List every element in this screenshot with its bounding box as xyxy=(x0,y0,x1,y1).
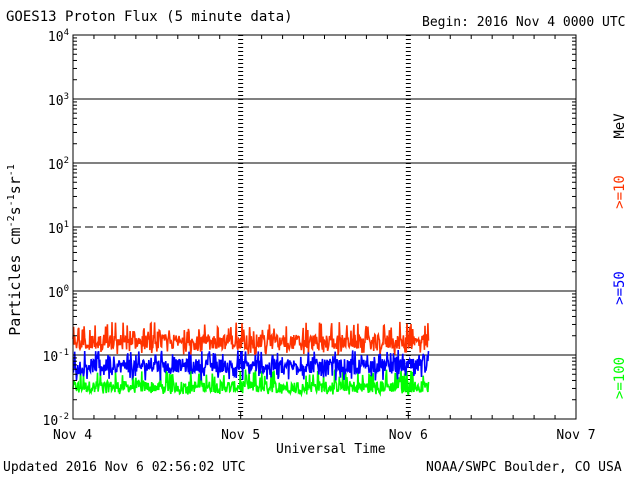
chart-title: GOES13 Proton Flux (5 minute data) xyxy=(6,9,293,25)
x-tick-label: Nov 5 xyxy=(221,428,260,443)
grid-layer xyxy=(73,35,576,419)
series-50mev xyxy=(72,349,430,381)
y-tick-label: 104 xyxy=(48,28,69,45)
tick-layer: 10-2 10-1 100 101 102 103 104 Nov 4 Nov 5 Nov 6 No… xyxy=(43,28,596,443)
legend-ge100: >=100 xyxy=(612,356,628,400)
y-tick-label: 102 xyxy=(48,156,69,173)
y-tick-label: 100 xyxy=(48,284,69,301)
y-tick-label: 101 xyxy=(48,220,69,237)
legend-ge50: >=50 xyxy=(612,271,628,305)
updated-timestamp: Updated 2016 Nov 6 02:56:02 UTC xyxy=(3,460,246,475)
series-100mev xyxy=(72,369,430,398)
legend-mev: MeV xyxy=(612,113,628,139)
x-tick-label: Nov 6 xyxy=(389,428,428,443)
series-10mev xyxy=(72,321,430,355)
x-tick-label: Nov 4 xyxy=(53,428,92,443)
y-axis-label: Particles cm-2s-1sr-1 xyxy=(6,164,24,336)
legend-ge10: >=10 xyxy=(612,175,628,209)
y-tick-label: 103 xyxy=(48,92,69,109)
x-tick-label: Nov 7 xyxy=(556,428,595,443)
y-tick-label: 10-1 xyxy=(43,348,70,365)
credit-text: NOAA/SWPC Boulder, CO USA xyxy=(426,460,622,475)
y-tick-label: 10-2 xyxy=(43,412,70,429)
x-axis-label: Universal Time xyxy=(276,442,386,457)
series-layer xyxy=(72,321,430,398)
begin-time: Begin: 2016 Nov 4 0000 UTC xyxy=(422,15,626,30)
